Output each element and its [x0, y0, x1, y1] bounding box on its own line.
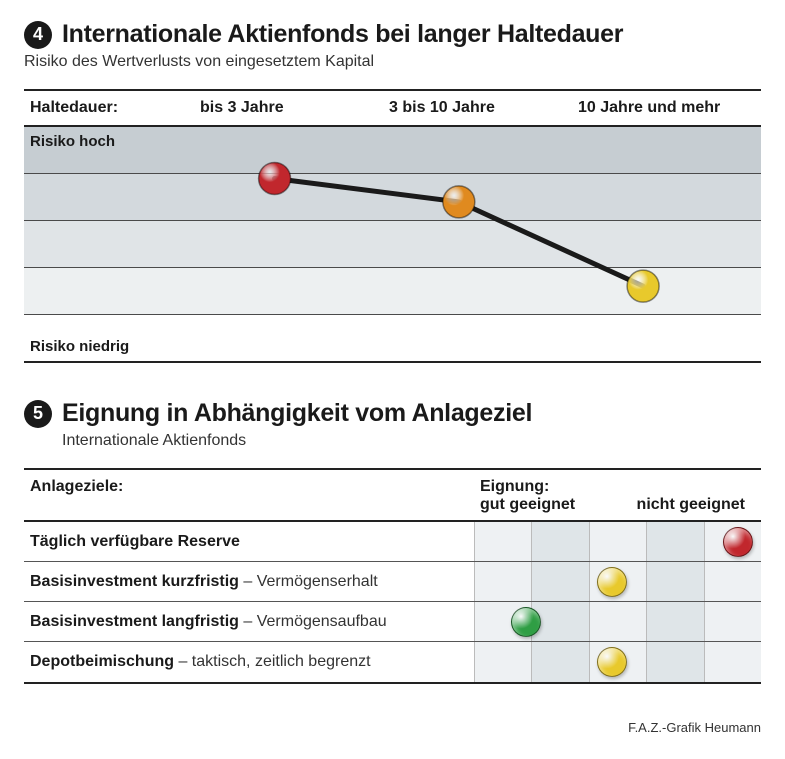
chart5-header-right: Eignung: gut geeignet nicht geeignet — [474, 470, 761, 520]
section-5-heading: 5 Eignung in Abhängigkeit vom Anlageziel — [24, 399, 761, 428]
chart4-point-1 — [443, 186, 475, 218]
chart5-row-label-1: Basisinvestment kurzfristig – Vermögense… — [24, 573, 474, 591]
chart5-scale-0 — [474, 522, 761, 561]
section-4-subtitle: Risiko des Wertverlusts von eingesetztem… — [24, 53, 761, 71]
section-5-suitability: 5 Eignung in Abhängigkeit vom Anlageziel… — [24, 399, 761, 684]
chart5-header-bad: nicht geeignet — [637, 496, 745, 514]
chart5-row-0: Täglich verfügbare Reserve — [24, 522, 761, 562]
chart5-header-left: Anlageziele: — [24, 470, 474, 520]
chart5-scale-2 — [474, 602, 761, 641]
chart4-point-2 — [627, 270, 659, 302]
chart5-row-label-0: Täglich verfügbare Reserve — [24, 533, 474, 551]
chart5-row-label-2: Basisinvestment langfristig – Vermögensa… — [24, 613, 474, 631]
chart5-scale-3 — [474, 642, 761, 682]
chart5-marker-1 — [597, 567, 627, 597]
chart5-marker-2 — [511, 607, 541, 637]
bullet-4: 4 — [24, 21, 52, 49]
chart4-col-1: 3 bis 10 Jahre — [383, 91, 572, 125]
chart5-row-2: Basisinvestment langfristig – Vermögensa… — [24, 602, 761, 642]
chart5-marker-0 — [723, 527, 753, 557]
chart5-row-label-3: Depotbeimischung – taktisch, zeitlich be… — [24, 653, 474, 671]
chart5-container: Anlageziele: Eignung: gut geeignet nicht… — [24, 468, 761, 684]
chart4-container: Haltedauer: bis 3 Jahre 3 bis 10 Jahre 1… — [24, 89, 761, 363]
chart5-header-eignung: Eignung: — [480, 478, 755, 496]
chart5-row-1: Basisinvestment kurzfristig – Vermögense… — [24, 562, 761, 602]
chart5-marker-3 — [597, 647, 627, 677]
chart4-body: Risiko hoch Risiko niedrig — [24, 127, 761, 361]
bullet-5: 5 — [24, 400, 52, 428]
chart5-header-good: gut geeignet — [480, 496, 575, 514]
chart5-row-3: Depotbeimischung – taktisch, zeitlich be… — [24, 642, 761, 682]
section-4-title: Internationale Aktienfonds bei langer Ha… — [62, 20, 623, 49]
chart5-body: Täglich verfügbare Reserve Basisinvestmen… — [24, 522, 761, 682]
chart5-scale-1 — [474, 562, 761, 601]
chart4-col-0: bis 3 Jahre — [194, 91, 383, 125]
chart4-header: Haltedauer: bis 3 Jahre 3 bis 10 Jahre 1… — [24, 91, 761, 127]
credit-line: F.A.Z.-Grafik Heumann — [24, 720, 761, 735]
section-4-risk-chart: 4 Internationale Aktienfonds bei langer … — [24, 20, 761, 363]
chart4-header-label: Haltedauer: — [24, 91, 194, 125]
section-5-title: Eignung in Abhängigkeit vom Anlageziel — [62, 399, 532, 428]
section-5-subtitle: Internationale Aktienfonds — [62, 432, 761, 450]
chart4-col-2: 10 Jahre und mehr — [572, 91, 761, 125]
chart5-header: Anlageziele: Eignung: gut geeignet nicht… — [24, 470, 761, 522]
chart4-svg — [24, 127, 761, 361]
section-4-heading: 4 Internationale Aktienfonds bei langer … — [24, 20, 761, 49]
chart4-point-0 — [259, 162, 291, 194]
